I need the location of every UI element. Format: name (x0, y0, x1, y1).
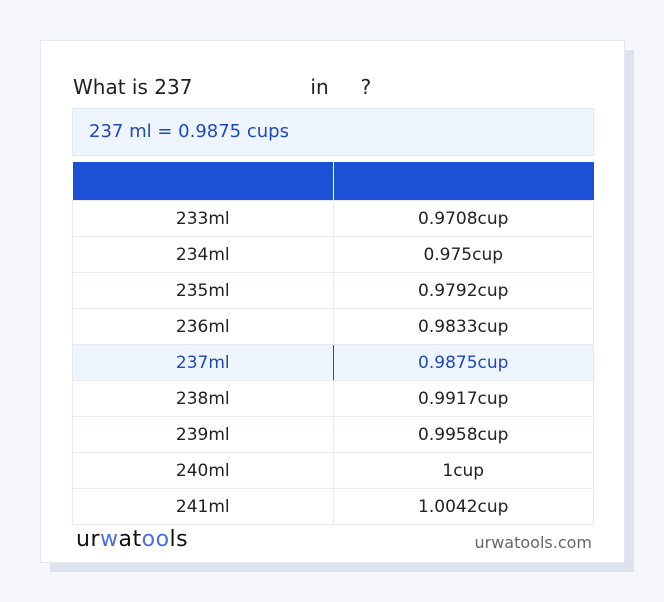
table-row: 240ml 1cup (72, 452, 594, 489)
title-suffix: ? (360, 75, 372, 99)
ml-cell: 241ml (72, 488, 334, 525)
table-header-ml (72, 162, 334, 201)
page-title: What is 237 in? (73, 75, 371, 99)
ml-cell: 233ml (72, 200, 334, 237)
result-box: 237 ml = 0.9875 cups (72, 108, 594, 156)
table-row: 237ml 0.9875cup (72, 344, 594, 381)
title-mid: in (310, 75, 329, 99)
table-row: 233ml 0.9708cup (72, 200, 594, 237)
site-link[interactable]: urwatools.com (474, 533, 593, 552)
title-prefix: What is 237 (73, 75, 193, 99)
cup-cell: 1.0042cup (332, 488, 594, 525)
cup-cell: 0.9792cup (332, 272, 594, 309)
cup-cell: 0.9917cup (332, 380, 594, 417)
table-row: 234ml 0.975cup (72, 236, 594, 273)
cup-cell: 0.9875cup (332, 344, 594, 381)
table-row: 235ml 0.9792cup (72, 272, 594, 309)
urwatools-logo[interactable]: urwatools (76, 527, 189, 552)
ml-cell: 238ml (72, 380, 334, 417)
table-row: 239ml 0.9958cup (72, 416, 594, 453)
ml-cell: 237ml (72, 344, 334, 381)
table-header-cup (333, 162, 594, 201)
ml-cell: 239ml (72, 416, 334, 453)
table-row: 238ml 0.9917cup (72, 380, 594, 417)
conversion-table: 233ml 0.9708cup 234ml 0.975cup 235ml 0.9792cu… (72, 162, 594, 525)
ml-cell: 240ml (72, 452, 334, 489)
cup-cell: 0.9708cup (332, 200, 594, 237)
cup-cell: 1cup (332, 452, 594, 489)
ml-cell: 234ml (72, 236, 334, 273)
conversion-card: What is 237 in? 237 ml = 0.9875 cups 233m… (40, 40, 625, 563)
cup-cell: 0.9958cup (332, 416, 594, 453)
table-row: 241ml 1.0042cup (72, 488, 594, 525)
cup-cell: 0.9833cup (332, 308, 594, 345)
cup-cell: 0.975cup (332, 236, 594, 273)
table-row: 236ml 0.9833cup (72, 308, 594, 345)
ml-cell: 236ml (72, 308, 334, 345)
ml-cell: 235ml (72, 272, 334, 309)
